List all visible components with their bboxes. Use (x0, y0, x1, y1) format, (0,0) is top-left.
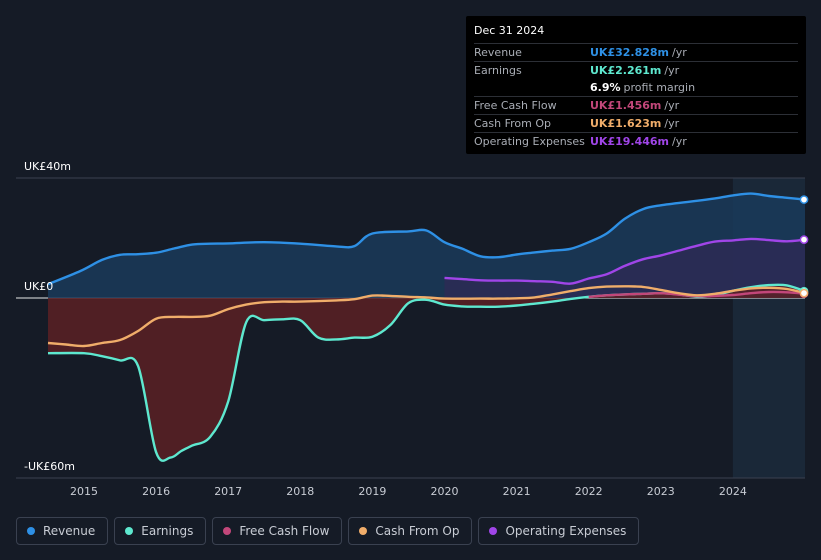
tooltip-row-value: UK£1.623m (590, 117, 662, 130)
tooltip-row-unit: profit margin (623, 81, 696, 94)
operating-expenses-line (444, 237, 806, 285)
legend-dot-icon (27, 527, 35, 535)
tooltip-row-unit: /yr (664, 99, 680, 112)
end-markers (799, 195, 809, 298)
tooltip-row-value: UK£2.261m (590, 64, 662, 77)
tooltip-row-label: Earnings (474, 64, 522, 77)
x-tick-label-2017: 2017 (214, 485, 242, 498)
operating-expenses-end-marker (799, 235, 809, 245)
y-axis-labels: UK£40m UK£0 -UK£60m (24, 160, 75, 473)
tooltip-row-unit: /yr (664, 117, 680, 130)
tooltip-row: Operating Expenses UK£19.446m/yr (474, 132, 798, 150)
tooltip-row-value: 6.9% (590, 81, 621, 94)
tooltip-row: Earnings UK£2.261m/yr (474, 61, 798, 79)
legend-item-operating-expenses[interactable]: Operating Expenses (478, 517, 640, 545)
tooltip-row: Revenue UK£32.828m/yr (474, 43, 798, 61)
series-areas (48, 193, 805, 461)
tooltip-row-unit: /yr (672, 46, 687, 59)
tooltip-row-unit: /yr (664, 64, 680, 77)
x-tick-label-2022: 2022 (575, 485, 603, 498)
legend-item-earnings[interactable]: Earnings (114, 517, 207, 545)
revenue-end-marker (799, 195, 809, 204)
operating-expenses-area (444, 238, 805, 298)
tooltip-row-unit: /yr (672, 135, 687, 148)
x-axis-labels: 2015 2016 2017 2018 2019 2020 2021 2022 2023 2024 (70, 485, 747, 498)
legend-label: Operating Expenses (505, 524, 627, 538)
tooltip-row-value: UK£32.828m (590, 46, 670, 59)
tooltip-row-value: UK£19.446m (590, 135, 670, 148)
series-lines (47, 192, 806, 462)
data-tooltip: Dec 31 2024 Revenue UK£32.828m/yr Earnings… (466, 16, 806, 154)
revenue-line (47, 192, 806, 286)
x-tick-label-2023: 2023 (647, 485, 675, 498)
tooltip-row-label: Revenue (474, 46, 522, 59)
legend-label: Earnings (141, 524, 194, 538)
tooltip-row: Cash From Op UK£1.623m/yr (474, 114, 798, 132)
x-tick-label-2024: 2024 (719, 485, 747, 498)
legend-item-free-cash-flow[interactable]: Free Cash Flow (212, 517, 343, 545)
legend-label: Cash From Op (375, 524, 460, 538)
tooltip-row-value: UK£1.456m (590, 99, 662, 112)
tooltip-date: Dec 31 2024 (474, 24, 545, 37)
legend-item-cash-from-op[interactable]: Cash From Op (348, 517, 473, 545)
tooltip-row: Free Cash Flow UK£1.456m/yr (474, 96, 798, 114)
earnings-area (48, 284, 805, 461)
legend-item-revenue[interactable]: Revenue (16, 517, 109, 545)
legend-label: Revenue (43, 524, 96, 538)
chart-legend: Revenue Earnings Free Cash Flow Cash From O… (16, 517, 640, 545)
legend-label: Free Cash Flow (239, 524, 330, 538)
tooltip-row-label: Cash From Op (474, 117, 552, 130)
x-tick-label-2015: 2015 (70, 485, 98, 498)
x-tick-label-2021: 2021 (503, 485, 531, 498)
x-tick-label-2019: 2019 (358, 485, 386, 498)
legend-dot-icon (489, 527, 498, 535)
legend-dot-icon (359, 527, 368, 535)
cash-from-op-end-marker (799, 288, 809, 298)
y-tick-label-2: -UK£60m (24, 460, 75, 473)
x-tick-label-2020: 2020 (431, 485, 459, 498)
cash-from-op-line (47, 285, 806, 348)
tooltip-row: 6.9% profit margin (474, 79, 798, 96)
tooltip-row-label: Operating Expenses (474, 135, 585, 148)
y-tick-label-1: UK£0 (24, 280, 53, 293)
tooltip-rows: Revenue UK£32.828m/yr Earnings UK£2.261m/yr… (474, 43, 798, 150)
legend-dot-icon (223, 527, 232, 535)
y-tick-label-0: UK£40m (24, 160, 71, 173)
legend-dot-icon (125, 527, 134, 535)
x-tick-label-2016: 2016 (142, 485, 170, 498)
x-tick-label-2018: 2018 (286, 485, 314, 498)
tooltip-row-label: Free Cash Flow (474, 99, 557, 112)
